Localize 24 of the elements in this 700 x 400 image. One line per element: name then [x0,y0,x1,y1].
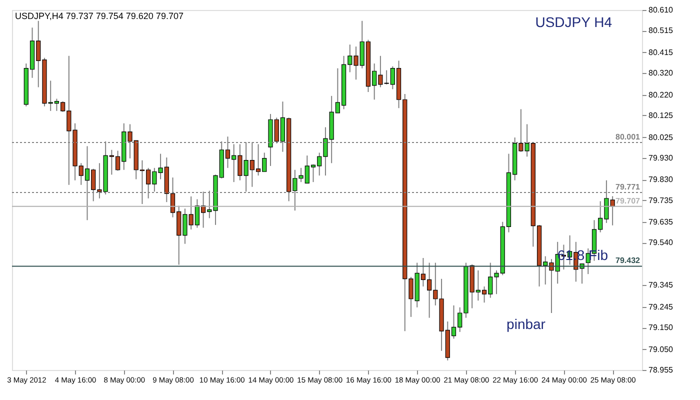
y-tick-label: 80.125 [648,111,674,120]
y-tick-label: 78.955 [648,366,674,374]
y-tick-label: 79.245 [648,302,674,312]
y-tick-label: 80.320 [648,68,674,78]
y-tick-label: 79.345 [648,280,674,290]
annotation: pinbar [506,316,546,332]
y-tick-label: 79.150 [648,323,674,332]
ref-line-label: 79.771 [616,182,641,192]
y-tick-label: 79.050 [648,344,674,354]
y-tick-label: 79.540 [648,238,674,248]
y-tick-label: 79.635 [648,218,674,227]
chart-title: USDJPY H4 [535,14,612,30]
y-tick-label: 79.830 [648,175,674,184]
annotation: USDJPY,H4 79.737 79.754 79.620 79.707 [15,11,184,21]
y-tick-label: 79.735 [648,196,674,205]
y-tick-label: 80.515 [648,26,674,36]
y-tick-label: 80.025 [648,132,674,142]
ref-line-label: 79.432 [616,256,641,266]
y-tick-label: 80.610 [648,6,674,14]
y-tick-label: 80.220 [648,90,674,100]
y-tick-label: 79.930 [648,153,674,162]
ref-line-label: 80.001 [616,132,641,142]
ref-line-label: 79.707 [616,196,641,206]
y-tick-label: 80.415 [648,48,674,57]
